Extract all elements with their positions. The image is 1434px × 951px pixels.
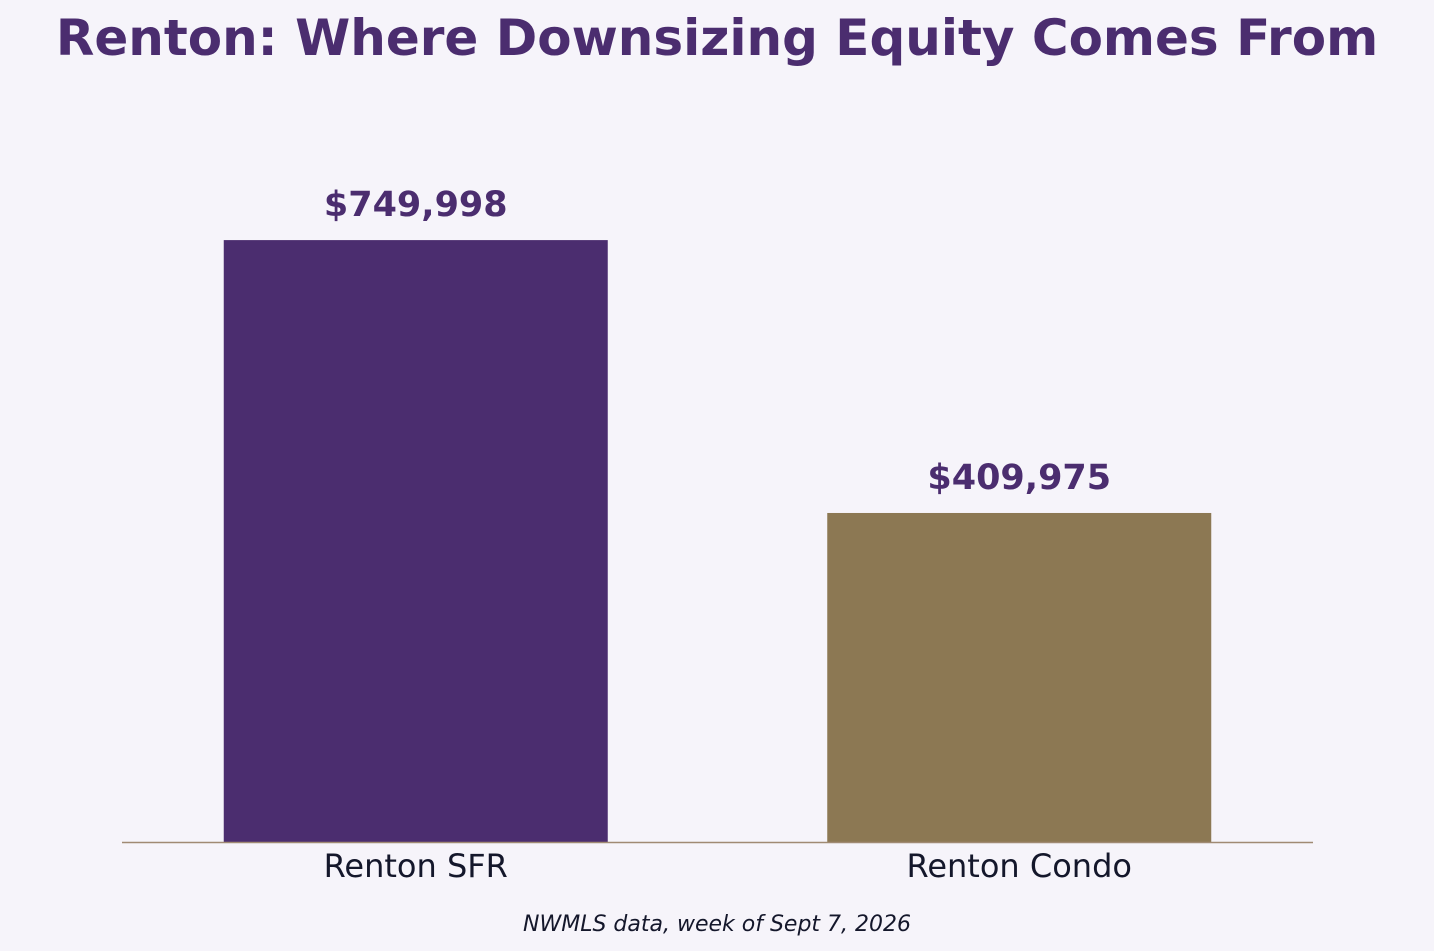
value-label-1: $409,975 (927, 458, 1111, 498)
x-tick-label-1: Renton Condo (907, 847, 1132, 885)
labels-layer: $749,998 Renton SFR $409,975 Renton Condo (324, 185, 1132, 885)
bars-layer (223, 240, 1212, 842)
chart-caption: NWMLS data, week of Sept 7, 2026 (523, 912, 911, 937)
bar-1 (827, 512, 1212, 842)
x-tick-label-0: Renton SFR (324, 847, 508, 885)
bar-0 (223, 240, 608, 842)
chart-title: Renton: Where Downsizing Equity Comes Fr… (55, 9, 1379, 67)
value-label-0: $749,998 (324, 185, 508, 225)
